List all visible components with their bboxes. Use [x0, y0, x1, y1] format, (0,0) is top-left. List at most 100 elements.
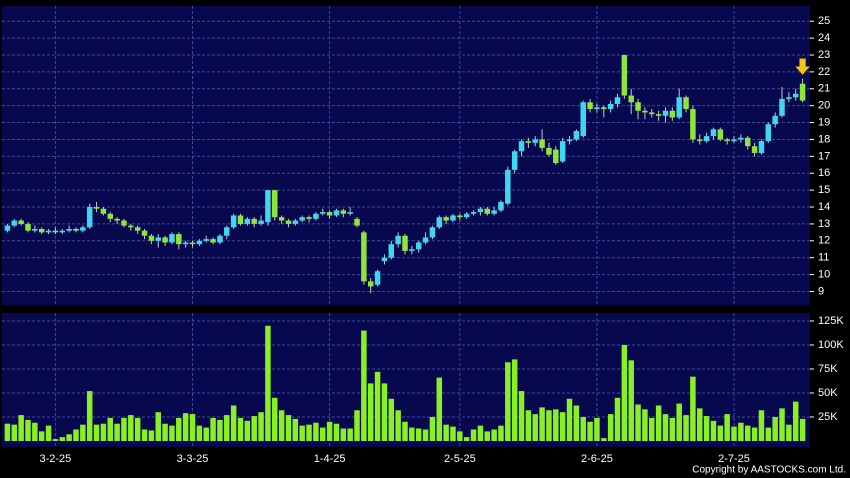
y-tick-label: 20 — [818, 100, 830, 112]
candle-body — [786, 97, 792, 99]
candle-body — [121, 220, 127, 226]
candle-body — [292, 220, 299, 224]
volume-bar — [299, 425, 305, 441]
volume-bar — [683, 415, 689, 441]
candle-body — [409, 249, 415, 251]
candle-body — [333, 210, 340, 216]
candle-body — [313, 213, 319, 219]
candle-body — [278, 217, 285, 221]
volume-bar — [635, 404, 641, 441]
candle-body — [340, 210, 347, 214]
candle-body — [80, 227, 86, 231]
volume-bar — [409, 427, 415, 441]
y-tick-label: 25K — [818, 411, 838, 423]
volume-bar — [196, 425, 203, 441]
y-tick-label: 25 — [818, 15, 830, 27]
volume-bar — [662, 414, 669, 441]
volume-bar — [601, 438, 607, 441]
volume-bar — [162, 423, 168, 441]
volume-bar — [18, 415, 24, 441]
volume-bar — [155, 412, 161, 441]
candle-body — [792, 93, 799, 98]
volume-bar — [559, 412, 566, 441]
y-tick-label: 12 — [818, 235, 830, 247]
candle-body — [511, 151, 518, 170]
volume-bar — [566, 398, 573, 441]
volume-bar — [443, 424, 449, 441]
y-tick-label: 75K — [818, 363, 838, 375]
y-tick-label: 14 — [818, 201, 830, 213]
volume-bar — [265, 325, 271, 441]
candle-body — [258, 220, 264, 224]
volume-bar — [710, 420, 717, 441]
volume-bar — [210, 417, 216, 441]
candle-body — [532, 139, 538, 143]
y-tick-label: 15 — [818, 184, 830, 196]
volume-bar — [792, 401, 799, 441]
candle-body — [518, 141, 525, 152]
volume-bar — [532, 414, 538, 441]
candle-body — [155, 237, 161, 241]
candle-body — [182, 242, 189, 245]
candle-body — [566, 139, 573, 142]
candle-body — [25, 223, 31, 231]
volume-bar — [367, 383, 374, 441]
candle-body — [237, 215, 244, 224]
volume-bar — [628, 360, 634, 441]
volume-bar — [189, 414, 196, 441]
volume-bar — [86, 391, 93, 441]
candle-body — [703, 136, 710, 142]
y-tick-label: 19 — [818, 116, 830, 128]
copyright: Copyright by AASTOCKS.com Ltd. — [692, 465, 846, 476]
volume-bar — [320, 427, 326, 441]
candle-body — [306, 217, 312, 219]
candle-body — [484, 208, 490, 214]
volume-bar — [676, 403, 682, 441]
volume-bar — [237, 417, 244, 441]
candle-body — [134, 227, 141, 231]
volume-bar — [772, 416, 778, 441]
y-tick-label: 50K — [818, 387, 838, 399]
candle-body — [176, 234, 182, 245]
volume-bar — [361, 330, 367, 441]
candle-body — [415, 242, 422, 250]
candle-body — [107, 213, 113, 219]
candle-body — [683, 97, 689, 110]
candle-body — [265, 190, 271, 223]
volume-bar — [141, 429, 148, 441]
volume-bar — [347, 428, 353, 441]
candle-body — [162, 237, 168, 243]
volume-bar — [93, 424, 100, 441]
x-tick-label: 2-6-25 — [581, 453, 613, 465]
candle-body — [38, 228, 45, 233]
volume-bar — [38, 431, 45, 441]
volume-bar — [148, 430, 155, 441]
candle-body — [86, 207, 93, 228]
x-tick-label: 1-4-25 — [314, 453, 346, 465]
candle-body — [93, 207, 100, 209]
volume-bar — [614, 397, 621, 441]
volume-bar — [11, 424, 18, 441]
candle-body — [224, 227, 230, 236]
candle-body — [196, 240, 203, 245]
volume-bar — [573, 405, 580, 441]
volume-bar — [285, 415, 292, 441]
volume-bar — [203, 427, 209, 441]
volume-bar — [580, 416, 586, 441]
volume-bar — [717, 425, 724, 441]
volume-bar — [415, 428, 422, 441]
volume-bar — [121, 417, 127, 441]
volume-bar — [381, 383, 388, 441]
candle-body — [374, 271, 381, 285]
candle-body — [580, 102, 586, 137]
volume-bar — [587, 421, 593, 441]
candle-body — [299, 217, 305, 221]
candle-body — [347, 212, 353, 214]
y-tick-label: 125K — [818, 315, 844, 327]
candle-body — [189, 242, 196, 245]
candle-body — [59, 230, 66, 233]
volume-bar — [354, 410, 360, 441]
volume-bar — [594, 417, 600, 441]
candle-body — [320, 212, 326, 214]
volume-bar — [217, 419, 223, 441]
